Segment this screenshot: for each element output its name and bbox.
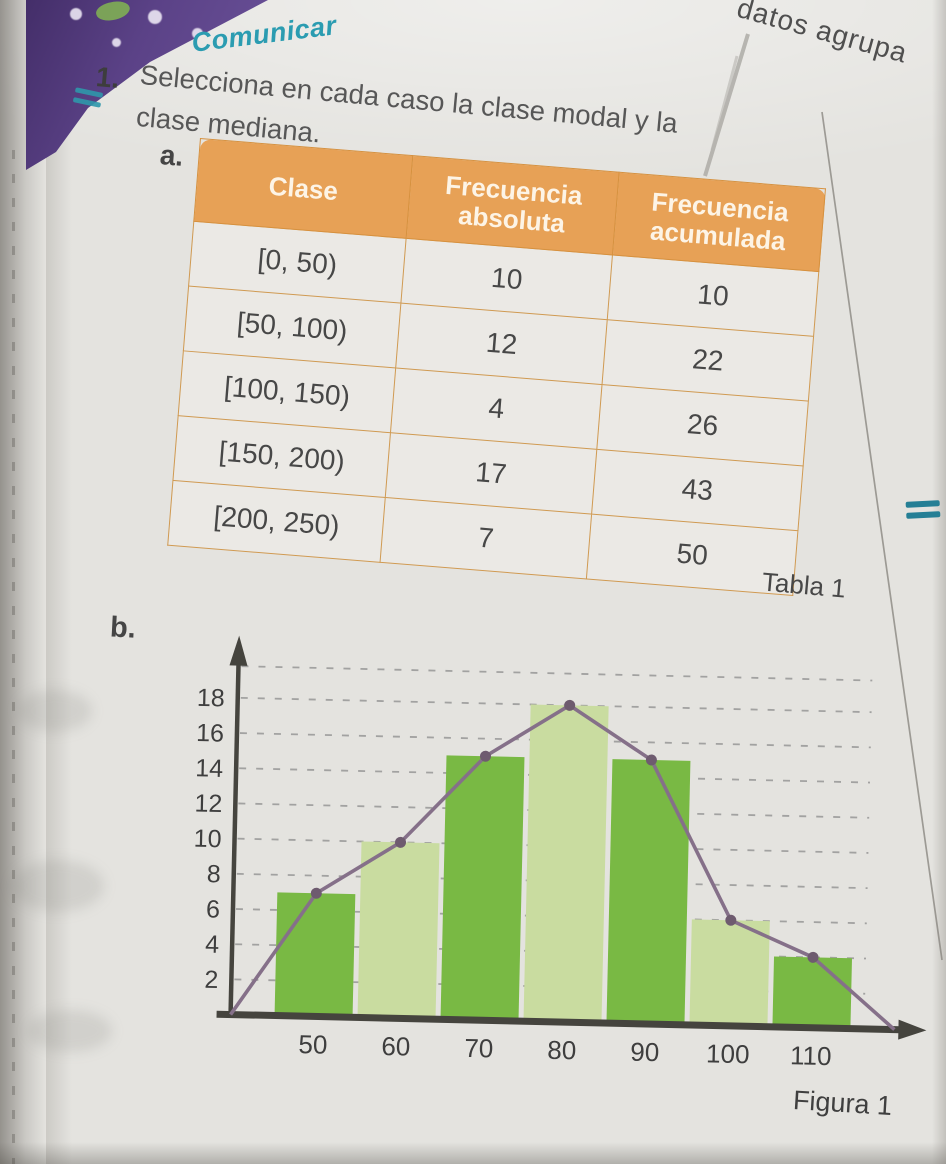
figure-caption: Figura 1 [792, 1085, 893, 1121]
polygon-point-marker [807, 951, 819, 963]
x-axis [216, 1010, 901, 1034]
histogram-bar [772, 956, 853, 1029]
y-tick-label: 12 [194, 789, 222, 818]
figure-svg: 2 4 6 8 10 12 14 16 18 50 60 70 80 90 100 110 [193, 635, 927, 1071]
gridline [241, 665, 873, 682]
gridline [239, 732, 871, 749]
y-tick-label: 6 [206, 895, 221, 923]
item-b-label: b. [109, 611, 137, 645]
histogram-bar [606, 759, 691, 1025]
flower-icon [148, 10, 162, 24]
x-tick-label: 70 [464, 1033, 494, 1064]
histogram-bar [689, 919, 770, 1027]
y-axis [228, 661, 241, 1018]
y-tick-label: 16 [196, 719, 224, 748]
y-tick-label: 8 [207, 860, 222, 888]
page-right-shadow [932, 0, 946, 1164]
gridline [239, 767, 871, 784]
margin-marker-icon [905, 500, 941, 519]
polygon-point-marker [479, 750, 491, 762]
histogram-bar [274, 892, 356, 1018]
gridline [240, 696, 872, 714]
x-tick-label: 50 [298, 1029, 328, 1060]
x-tick-label: 110 [790, 1040, 832, 1071]
page-bottom-shadow [0, 1142, 946, 1164]
polygon-point-marker [564, 699, 576, 711]
histogram-bar [357, 841, 440, 1020]
flower-icon [112, 38, 121, 47]
x-tick-label: 60 [381, 1031, 411, 1062]
item-a-label: a. [158, 139, 185, 172]
histogram-bar [440, 755, 525, 1022]
polygon-point-marker [395, 836, 407, 848]
y-tick-label: 18 [197, 684, 225, 713]
page-smudge [12, 860, 104, 912]
x-tick-label: 90 [630, 1037, 660, 1068]
leaf-icon [94, 0, 132, 24]
exercise-number: 1. [94, 61, 121, 94]
page-smudge [18, 690, 92, 732]
polygon-point-marker [310, 887, 322, 899]
x-tick-label: 80 [547, 1035, 577, 1066]
y-tick-label: 10 [193, 825, 221, 854]
flower-icon [192, 28, 203, 39]
page-smudge [28, 1010, 112, 1052]
polygon-point-marker [725, 914, 737, 926]
gridline [238, 802, 870, 819]
running-head: datos agrupa [733, 0, 912, 69]
y-tick-label: 4 [205, 931, 220, 959]
flower-icon [70, 8, 82, 20]
histogram-bar [523, 704, 609, 1023]
histogram-figure: 2 4 6 8 10 12 14 16 18 50 60 70 80 90 100 110 [157, 598, 938, 1093]
x-axis-arrow-icon [898, 1019, 927, 1040]
y-tick-label: 2 [204, 966, 219, 994]
page-left-shadow-soft [46, 0, 72, 1164]
table-caption: Tabla 1 [760, 566, 848, 604]
page-left-shadow [0, 0, 46, 1164]
y-axis-arrow-icon [229, 635, 248, 666]
binding-stitch-marks [12, 150, 15, 1164]
x-tick-label: 100 [706, 1038, 750, 1069]
polygon-point-marker [645, 754, 657, 766]
frequency-table: Clase Frecuencia absoluta Frecuencia acu… [167, 138, 826, 596]
gridline [237, 837, 869, 854]
y-tick-label: 14 [195, 754, 224, 783]
